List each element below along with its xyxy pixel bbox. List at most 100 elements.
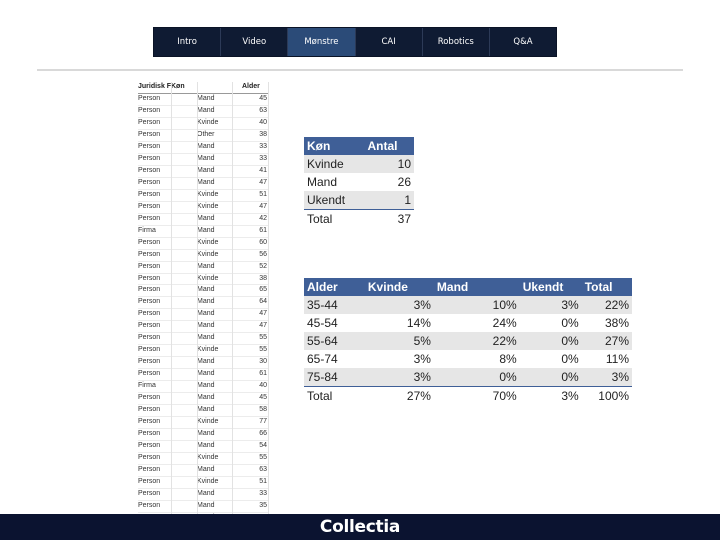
cell-juridisk-form: Person xyxy=(138,274,161,282)
cell-alder: 47 xyxy=(259,202,267,210)
cell-total-value: 37 xyxy=(364,209,414,228)
cell-alder: 35 xyxy=(259,501,267,509)
cell-juridisk-form: Person xyxy=(138,501,161,509)
table-row: Person Mand 47 xyxy=(138,309,269,322)
table-row: 35-44 3% 10% 3% 22% xyxy=(304,296,632,314)
cell-juridisk-form: Person xyxy=(138,394,161,402)
tab-q-a[interactable]: Q&A xyxy=(513,37,533,47)
cell-alder: 47 xyxy=(259,322,267,330)
cell-kon: Mand xyxy=(197,142,215,150)
cell-juridisk-form: Person xyxy=(138,118,161,126)
cell-total-percentage: 100% xyxy=(581,386,632,405)
cell-percentage: 5% xyxy=(364,332,434,350)
total-row: Total 27% 70% 3% 100% xyxy=(304,386,632,405)
cell-spacer xyxy=(171,238,197,249)
cell-alder: 51 xyxy=(259,190,267,198)
table-row: 75-84 3% 0% 0% 3% xyxy=(304,368,632,387)
tab-intro[interactable]: Intro xyxy=(154,28,222,56)
cell-juridisk-form: Person xyxy=(138,489,161,497)
cell-age-group: 45-54 xyxy=(307,316,338,330)
cell-juridisk-form: Person xyxy=(138,214,161,222)
cell-alder: 40 xyxy=(259,382,267,390)
cell-spacer xyxy=(171,226,197,237)
table-row: Person Mand 54 xyxy=(138,441,269,454)
cell-juridisk-form: Firma xyxy=(138,226,156,234)
cell-spacer xyxy=(171,405,197,416)
cell-alder: 56 xyxy=(259,250,267,258)
top-navigation: Intro Video Mønstre CAI Robotics Q&A xyxy=(153,27,557,57)
table-row: Person Mand 63 xyxy=(138,106,269,118)
cell-age-group: 75-84 xyxy=(304,368,365,387)
cell-spacer xyxy=(171,345,197,356)
cell-percentage: 24% xyxy=(492,316,517,330)
cell-percentage: 38% xyxy=(604,316,629,330)
cell-alder: 77 xyxy=(259,418,267,426)
cell-alder: 65 xyxy=(259,286,267,294)
cell-juridisk-form: Person xyxy=(138,94,161,102)
cell-spacer xyxy=(171,166,197,177)
cell-spacer xyxy=(171,333,197,344)
cell-spacer xyxy=(171,357,197,368)
cell-percentage: 3% xyxy=(413,352,431,366)
cell-spacer xyxy=(171,250,197,261)
table-row: Person Mand 55 xyxy=(138,333,269,346)
table-row: Kvinde 10 xyxy=(304,155,414,173)
tab-robotics[interactable]: Robotics xyxy=(423,28,490,56)
cell-alder: 30 xyxy=(259,358,267,366)
cell-juridisk-form: Person xyxy=(138,250,161,258)
table-row: Person Mand 52 xyxy=(138,262,269,274)
cell-juridisk-form: Person xyxy=(138,406,161,414)
cell-kon: Mand xyxy=(197,310,215,318)
cell-spacer xyxy=(171,501,197,512)
cell-kon: Other xyxy=(197,130,215,138)
table-row: Person Kvinde 55 xyxy=(138,453,269,465)
cell-spacer xyxy=(171,130,197,141)
tab-m-nstre[interactable]: Mønstre xyxy=(288,28,356,56)
cell-kon: Mand xyxy=(197,334,215,342)
cell-alder: 52 xyxy=(259,262,267,270)
cell-kon: Mand xyxy=(197,430,215,438)
cell-spacer xyxy=(171,154,197,165)
cell-alder: 45 xyxy=(259,94,267,102)
cell-kon: Kvinde xyxy=(197,477,219,485)
cell-kon: Mand xyxy=(197,94,215,102)
cell-juridisk-form: Person xyxy=(138,190,161,198)
table-row: Person Mand 35 xyxy=(138,501,269,513)
age-distribution-table: Alder Kvinde Mand Ukendt Total 35-44 3% 10% 3% 2… xyxy=(304,278,632,405)
cell-kon: Mand xyxy=(197,394,215,402)
cell-percentage: 0% xyxy=(433,368,520,387)
cell-kon: Mand xyxy=(197,286,215,294)
cell-kon: Mand xyxy=(197,166,215,174)
cell-spacer xyxy=(171,94,197,105)
cell-alder: 63 xyxy=(259,466,267,473)
cell-juridisk-form: Person xyxy=(138,334,161,342)
cell-spacer xyxy=(171,262,197,273)
cell-spacer xyxy=(171,297,197,308)
cell-spacer xyxy=(171,453,197,464)
header-alder: Alder xyxy=(242,83,260,90)
cell-percentage: 3% xyxy=(364,296,434,314)
cell-alder: 47 xyxy=(259,178,267,186)
cell-kon: Mand xyxy=(307,175,338,189)
cell-percentage: 3% xyxy=(519,296,582,314)
divider xyxy=(37,69,683,71)
cell-kon: Kvinde xyxy=(304,155,365,173)
header-ukendt: Ukendt xyxy=(519,278,582,296)
table-row: Firma Mand 61 xyxy=(138,226,269,238)
tab-video[interactable]: Video xyxy=(221,28,289,56)
cell-juridisk-form: Person xyxy=(138,202,161,210)
cell-kon: Kvinde xyxy=(197,190,219,198)
cell-spacer xyxy=(171,465,197,476)
header-juridisk-form: Juridisk Form xyxy=(138,83,171,90)
cell-kon: Mand xyxy=(197,466,215,473)
table-row: Person Mand 41 xyxy=(138,166,269,178)
table-row: 45-54 14% 24% 0% 38% xyxy=(304,314,632,332)
cell-age-group: 65-74 xyxy=(307,352,338,366)
cell-kon: Mand xyxy=(197,322,215,330)
tab-cai[interactable]: CAI xyxy=(356,28,423,56)
table-row: Person Mand 45 xyxy=(138,393,269,406)
cell-kon: Kvinde xyxy=(197,418,219,426)
cell-juridisk-form: Person xyxy=(138,430,161,438)
cell-kon: Kvinde xyxy=(197,274,219,282)
collectia-logo: Collectia xyxy=(319,517,401,537)
